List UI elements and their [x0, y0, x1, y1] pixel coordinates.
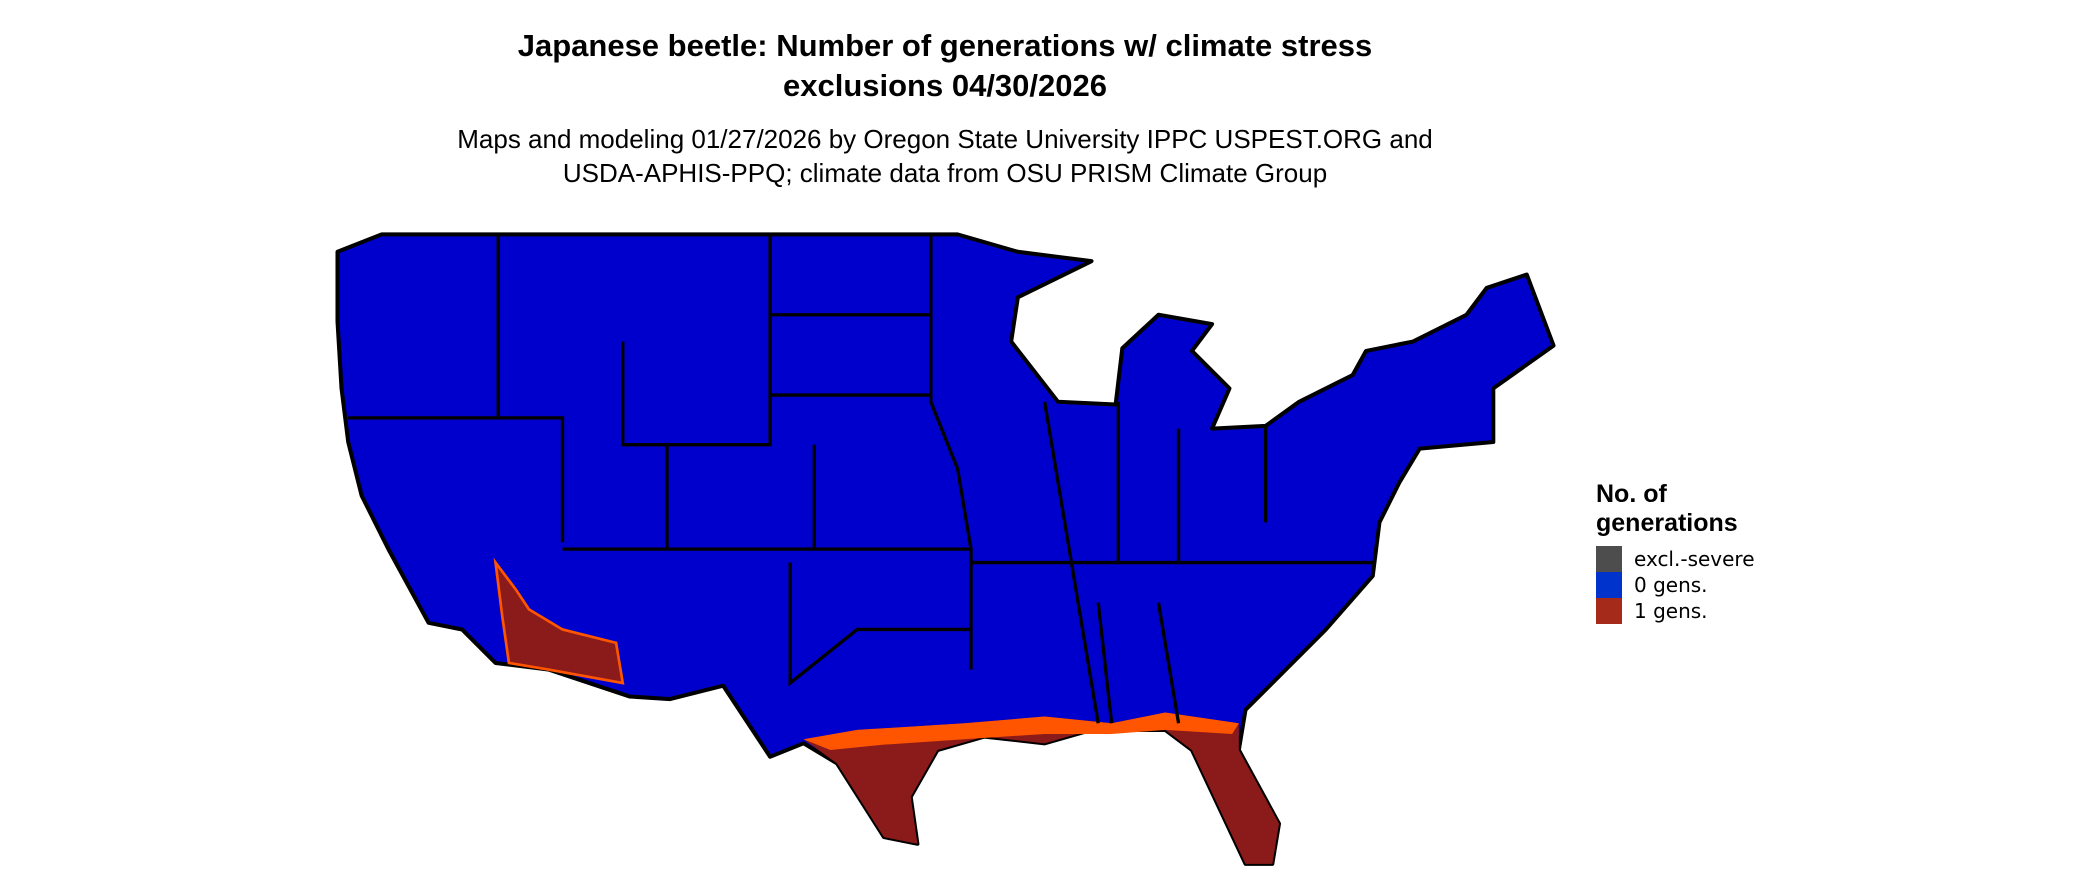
legend-swatch: [1596, 572, 1622, 598]
southwest-one-gen-region: [493, 557, 625, 685]
legend-item-excl-severe: excl.-severe: [1596, 546, 1755, 572]
gulf-one-gen-light-band: [803, 712, 1239, 751]
gulf-one-gen-region: [803, 712, 1280, 864]
legend-swatch: [1596, 546, 1622, 572]
legend-swatch: [1596, 598, 1622, 624]
legend-label: 0 gens.: [1634, 573, 1708, 597]
legend-label: 1 gens.: [1634, 599, 1708, 623]
map-title-line1: Japanese beetle: Number of generations w…: [517, 28, 1373, 63]
map-subtitle-line2: USDA-APHIS-PPQ; climate data from OSU PR…: [562, 158, 1328, 188]
legend-item-1-gens: 1 gens.: [1596, 598, 1755, 624]
legend-label: excl.-severe: [1634, 547, 1755, 571]
map-title-line2: exclusions 04/30/2026: [782, 68, 1107, 103]
legend: No. of generations excl.-severe 0 gens. …: [1596, 480, 1755, 624]
state-borders: [348, 234, 1373, 724]
legend-title-line1: No. of: [1596, 480, 1667, 508]
map-subtitle-line1: Maps and modeling 01/27/2026 by Oregon S…: [457, 124, 1433, 154]
legend-item-0-gens: 0 gens.: [1596, 572, 1755, 598]
legend-title-line2: generations: [1596, 509, 1738, 537]
